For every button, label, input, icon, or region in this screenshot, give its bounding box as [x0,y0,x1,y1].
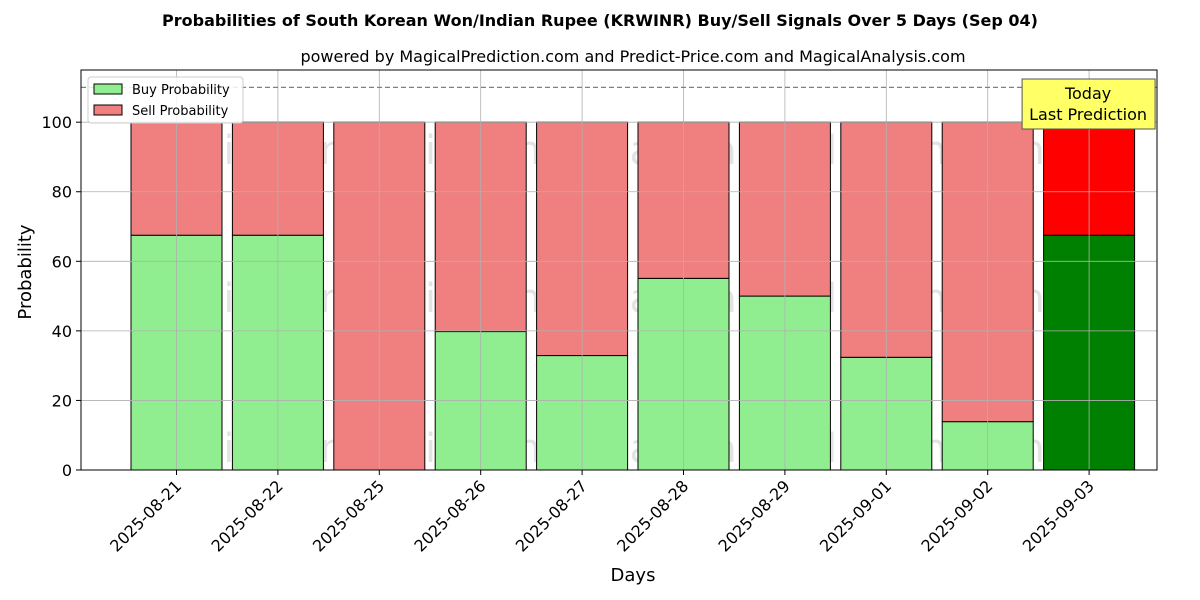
x-tick-label: 2025-08-22 [208,476,287,555]
x-tick-label: 2025-08-27 [512,476,591,555]
legend-label: Sell Probability [132,104,229,119]
x-tick-label: 2025-09-01 [816,476,895,555]
y-tick-label: 80 [52,183,72,202]
legend-swatch [93,83,123,95]
y-tick-label: 20 [52,391,72,410]
x-tick-label: 2025-08-29 [715,476,794,555]
x-tick-label: 2025-08-21 [106,476,185,555]
annotation-line-1: Today [1064,84,1111,103]
annotation-box [1021,78,1156,130]
y-tick-label: 100 [41,113,72,132]
legend-box [87,76,244,124]
chart-subtitle: powered by MagicalPrediction.com and Pre… [300,47,965,66]
y-tick-label: 40 [52,322,72,341]
y-tick-label: 60 [52,252,72,271]
annotation-line-2: Last Prediction [1029,105,1147,124]
x-tick-label: 2025-08-26 [410,476,489,555]
y-tick-label: 0 [62,461,72,480]
x-tick-label: 2025-08-25 [309,476,388,555]
plot-frame [80,69,1158,471]
legend-swatch [93,104,123,116]
x-tick-label: 2025-08-28 [613,476,692,555]
chart-title: Probabilities of South Korean Won/Indian… [162,11,1038,30]
x-tick-label: 2025-09-02 [917,476,996,555]
x-axis-label: Days [611,565,656,586]
x-tick-label: 2025-09-03 [1019,476,1098,555]
legend-label: Buy Probability [132,83,230,98]
y-axis-label: Probability [15,224,36,319]
plot-area: MagicalAnalysis.comMagicalPrediction.com… [41,69,1158,556]
